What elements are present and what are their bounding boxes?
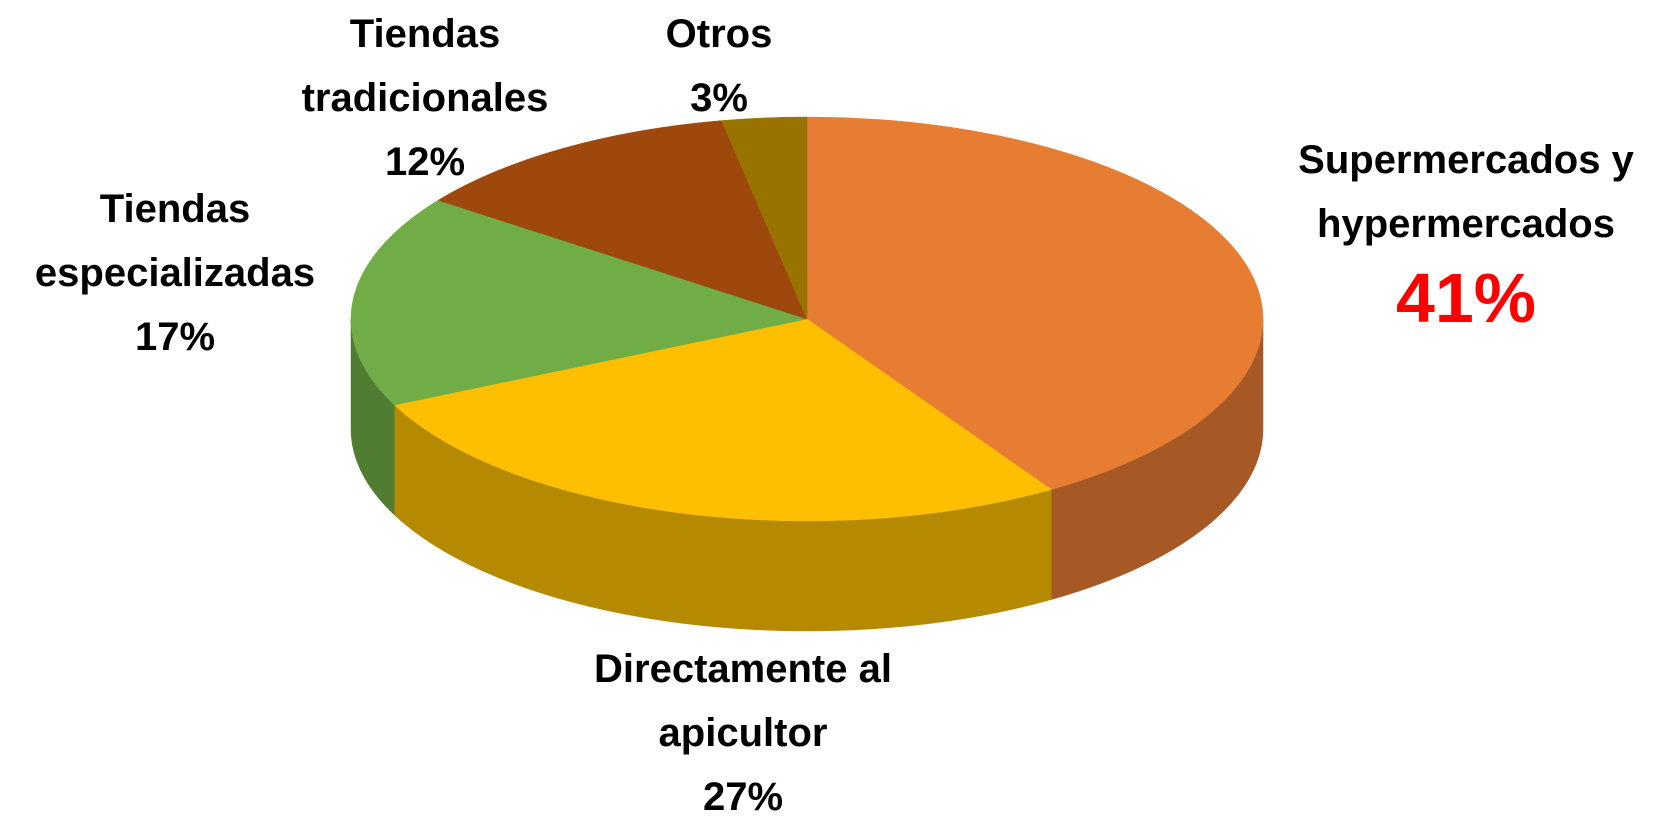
slice-label: Tiendas especializadas 17% — [10, 177, 340, 369]
slice-label: Tiendas tradicionales 12% — [275, 2, 575, 194]
pie-slice — [350, 199, 808, 406]
pie-slice — [437, 120, 808, 320]
category-label: Tiendas especializadas — [34, 187, 316, 295]
pie-slice — [806, 116, 1264, 490]
slice-label: Supermercados y hypermercados 41% — [1271, 128, 1661, 340]
percent-label: 3% — [690, 76, 748, 120]
pie-slice — [393, 318, 1052, 522]
category-label: Otros — [665, 12, 773, 56]
percent-label: 27% — [702, 775, 784, 819]
category-label: Directamente al apicultor — [594, 647, 892, 755]
slice-label: Directamente al apicultor 27% — [563, 637, 923, 819]
percent-label: 41% — [1395, 259, 1537, 337]
category-label: Supermercados y hypermercados — [1298, 138, 1634, 246]
pie-slice — [721, 116, 808, 320]
percent-label: 12% — [384, 140, 466, 184]
category-label: Tiendas tradicionales — [301, 12, 549, 120]
percent-label: 17% — [134, 315, 216, 359]
slice-label: Otros 3% — [639, 2, 799, 130]
